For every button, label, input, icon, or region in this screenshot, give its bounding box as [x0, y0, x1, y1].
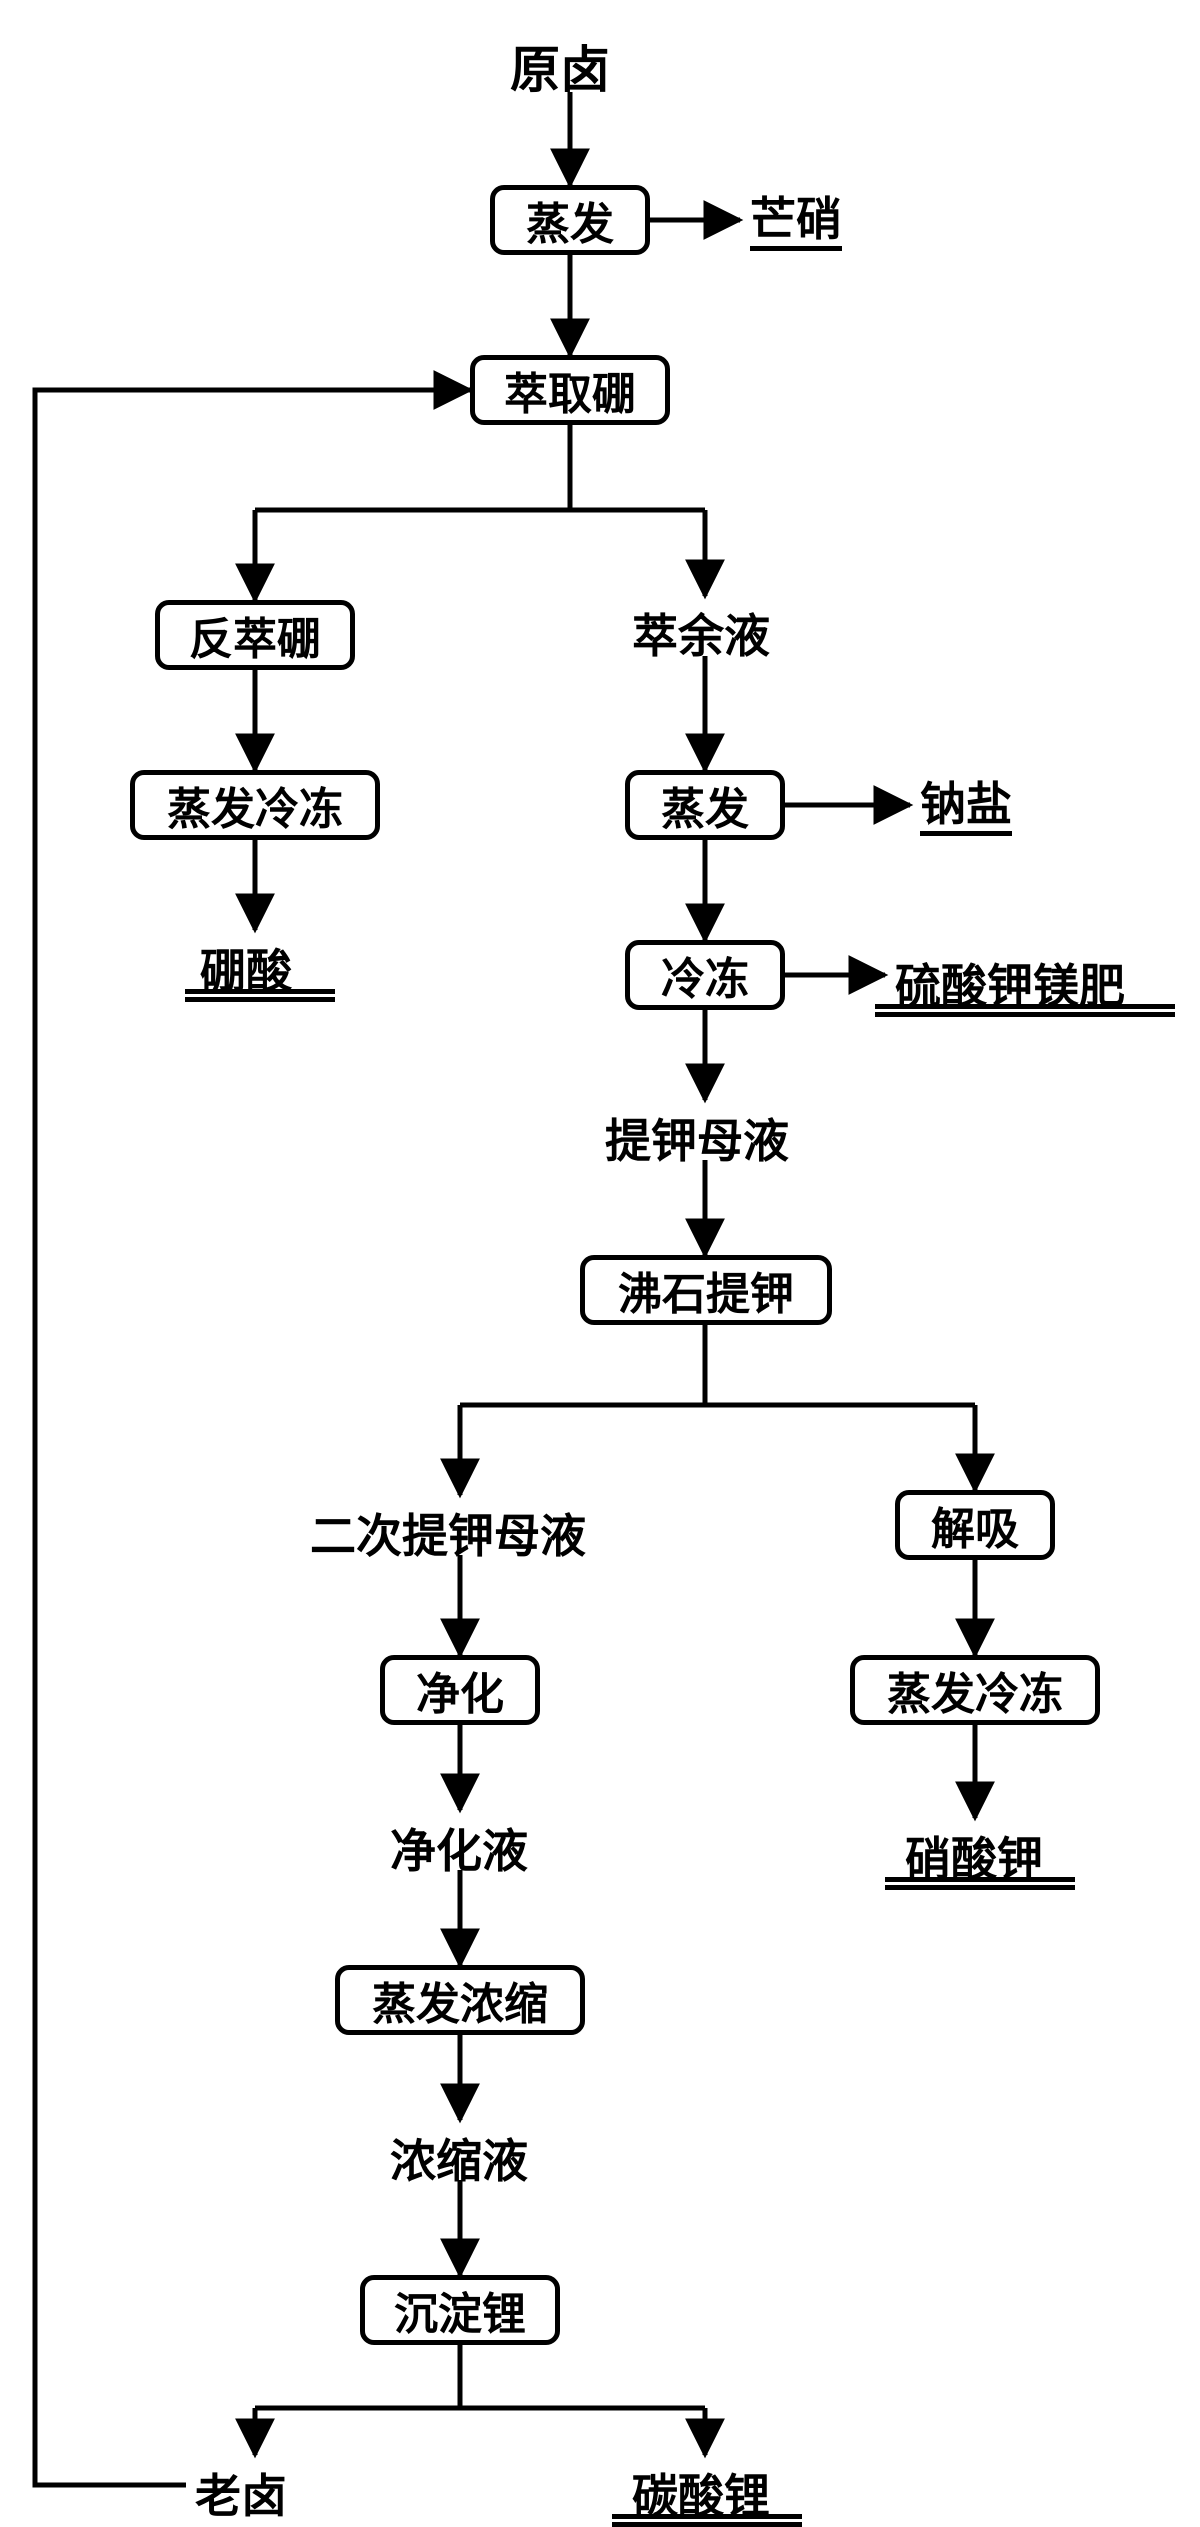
node-zhengfa2: 蒸发 [625, 770, 785, 840]
double-underline-tansuanli [612, 2514, 802, 2527]
node-chendianli: 沉淀锂 [360, 2275, 560, 2345]
double-underline-pengsuan [185, 989, 335, 1002]
double-underline-xiaosuanjia [885, 1877, 1075, 1890]
node-zhengfanc: 蒸发浓缩 [335, 1965, 585, 2035]
node-yuanlu: 原卤 [510, 30, 610, 102]
node-jinghua: 净化 [380, 1655, 540, 1725]
node-ercitijia: 二次提钾母液 [310, 1500, 586, 1566]
node-laolu: 老卤 [195, 2460, 287, 2526]
node-jiexi: 解吸 [895, 1490, 1055, 1560]
node-lengdong: 冷冻 [625, 940, 785, 1010]
node-tijiamy: 提钾母液 [605, 1105, 789, 1171]
node-zhenglengR: 蒸发冷冻 [850, 1655, 1100, 1725]
flowchart-canvas: 原卤蒸发萃取硼芒硝反萃硼蒸发冷冻硼酸萃余液蒸发钠盐冷冻硫酸钾镁肥提钾母液沸石提钾… [0, 0, 1200, 2527]
node-nongsuoye: 浓缩液 [390, 2125, 528, 2191]
node-fancui: 反萃硼 [155, 600, 355, 670]
double-underline-liusuanjia [875, 1004, 1175, 1017]
node-zhenglengL: 蒸发冷冻 [130, 770, 380, 840]
node-zhengfa1: 蒸发 [490, 185, 650, 255]
node-cuiyu: 萃余液 [632, 600, 770, 666]
node-feishitijia: 沸石提钾 [580, 1255, 832, 1325]
node-mangxiao: 芒硝 [750, 195, 842, 251]
node-jinghuaye: 净化液 [390, 1815, 528, 1881]
node-cuqupeng: 萃取硼 [470, 355, 670, 425]
node-nayan: 钠盐 [920, 780, 1012, 836]
